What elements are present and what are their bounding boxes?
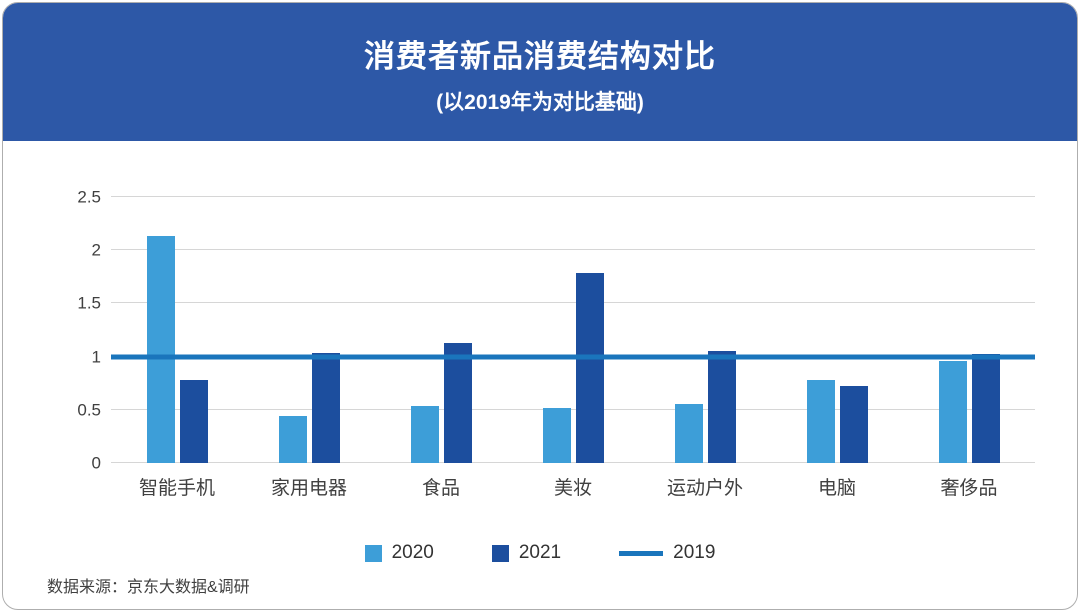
- legend-item-2019: 2019: [619, 542, 715, 564]
- bar-2021-智能手机: [179, 380, 208, 463]
- bar-2021-食品: [443, 342, 472, 463]
- bar-2021-家用电器: [311, 353, 340, 463]
- y-tick-label: 1: [91, 347, 101, 367]
- bar-group-运动户外: [639, 197, 771, 463]
- y-tick-label: 1.5: [77, 293, 101, 313]
- x-axis-label-奢侈品: 奢侈品: [940, 478, 998, 499]
- chart-title: 消费者新品消费结构对比: [364, 39, 716, 74]
- gridline: [111, 196, 1035, 197]
- bar-2020-运动户外: [674, 404, 703, 463]
- x-axis-label-电脑: 电脑: [817, 478, 856, 499]
- x-axis-label-运动户外: 运动户外: [666, 478, 743, 499]
- legend-label-2021: 2021: [518, 542, 562, 563]
- y-tick-label: 2.5: [77, 187, 101, 207]
- bar-group-家用电器: [243, 197, 375, 463]
- legend-label-2020: 2020: [391, 542, 434, 563]
- source-note: 数据来源：京东大数据&调研: [47, 579, 250, 596]
- y-tick-label: 0.5: [77, 400, 101, 420]
- chart-header: 消费者新品消费结构对比 (以2019年为对比基础): [3, 3, 1077, 141]
- bar-group-美妆: [507, 197, 639, 463]
- x-axis-label-美妆: 美妆: [553, 478, 592, 499]
- bar-2021-电脑: [839, 386, 868, 463]
- gridline: [111, 408, 1035, 410]
- x-axis-label-家用电器: 家用电器: [270, 478, 347, 499]
- gridline: [111, 462, 1035, 463]
- bar-2021-美妆: [575, 272, 604, 463]
- gridline: [111, 302, 1035, 304]
- x-axis: 智能手机 家用电器 食品 美妆 运动户外 电脑 奢侈品: [111, 473, 1035, 499]
- legend-label-2019: 2019: [673, 542, 716, 563]
- bar-2020-奢侈品: [938, 360, 967, 463]
- legend-swatch-2021: [491, 544, 509, 562]
- legend: 2020 2021 2019: [3, 539, 1077, 567]
- gridline: [111, 249, 1035, 251]
- bar-group-电脑: [771, 197, 903, 463]
- legend-swatch-2019: [619, 550, 664, 556]
- legend-item-2021: 2021: [491, 542, 562, 564]
- legend-swatch-2020: [364, 544, 382, 562]
- bar-2020-美妆: [542, 407, 571, 463]
- y-tick-label: 0: [91, 453, 101, 473]
- bar-2021-运动户外: [707, 351, 736, 463]
- reference-line-2019: [111, 354, 1035, 360]
- y-tick-label: 2: [91, 240, 101, 260]
- y-axis: 0 0.5 1 1.5 2 2.5: [43, 189, 101, 472]
- bar-2020-智能手机: [146, 236, 175, 463]
- plot-area: [111, 196, 1035, 463]
- bar-2020-电脑: [806, 380, 835, 463]
- bar-2020-食品: [410, 405, 439, 463]
- bar-2020-家用电器: [278, 416, 307, 463]
- bar-group-智能手机: [111, 197, 243, 463]
- x-axis-label-智能手机: 智能手机: [138, 478, 215, 499]
- bar-group-食品: [375, 197, 507, 463]
- bar-group-奢侈品: [903, 197, 1035, 463]
- bar-groups: [111, 197, 1035, 463]
- bar-2021-奢侈品: [971, 354, 1000, 463]
- chart-subtitle: (以2019年为对比基础): [436, 91, 644, 114]
- legend-item-2020: 2020: [364, 542, 434, 564]
- x-axis-label-食品: 食品: [421, 478, 460, 499]
